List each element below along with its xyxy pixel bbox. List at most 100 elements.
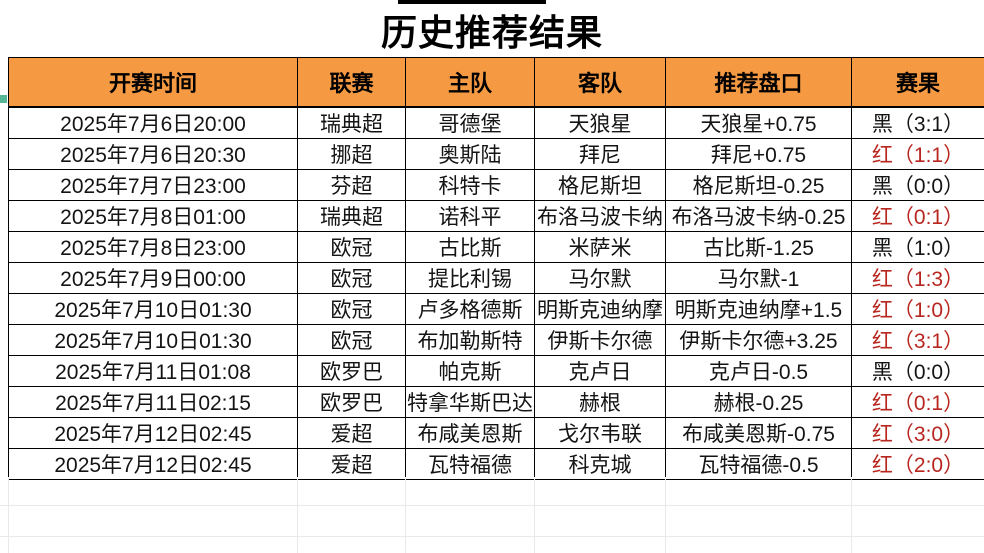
cell-league[interactable]: 瑞典超 xyxy=(297,106,406,139)
cell-league[interactable]: 欧冠 xyxy=(297,231,406,263)
cell-handicap[interactable]: 马尔默-1 xyxy=(665,262,852,294)
cell-home[interactable]: 古比斯 xyxy=(405,231,535,263)
cell-home[interactable]: 布咸美恩斯 xyxy=(405,417,535,449)
table-row: 2025年7月11日01:08 欧罗巴 帕克斯 克卢日 克卢日-0.5 黑（0:0） xyxy=(8,355,984,387)
cell-home[interactable]: 诺科平 xyxy=(405,200,535,232)
table-row: 2025年7月9日00:00 欧冠 提比利锡 马尔默 马尔默-1 红（1:3） xyxy=(8,262,984,294)
cell-result[interactable]: 红（1:0） xyxy=(851,293,984,325)
cell-home[interactable]: 奥斯陆 xyxy=(405,138,535,170)
header-cell-handicap[interactable]: 推荐盘口 xyxy=(665,57,852,108)
cell-home[interactable]: 特拿华斯巴达 xyxy=(405,386,535,418)
cell-league[interactable]: 挪超 xyxy=(297,138,406,170)
cell-home[interactable]: 提比利锡 xyxy=(405,262,535,294)
cell-league[interactable]: 瑞典超 xyxy=(297,200,406,232)
sheet-selection-marker xyxy=(0,95,7,103)
cell-away[interactable]: 戈尔韦联 xyxy=(534,417,666,449)
table-row: 2025年7月7日23:00 芬超 科特卡 格尼斯坦 格尼斯坦-0.25 黑（0:0） xyxy=(8,169,984,201)
cell-league[interactable]: 欧冠 xyxy=(297,293,406,325)
cell-away[interactable]: 赫根 xyxy=(534,386,666,418)
page-title: 历史推荐结果 xyxy=(380,12,603,53)
cell-result[interactable]: 红（2:0） xyxy=(851,448,984,480)
cell-home[interactable]: 哥德堡 xyxy=(405,106,535,139)
cell-away[interactable]: 马尔默 xyxy=(534,262,666,294)
cell-home[interactable]: 布加勒斯特 xyxy=(405,324,535,356)
cell-time[interactable]: 2025年7月11日01:08 xyxy=(8,355,298,387)
cell-away[interactable]: 米萨米 xyxy=(534,231,666,263)
cell-result[interactable]: 红（1:3） xyxy=(851,262,984,294)
cell-league[interactable]: 欧冠 xyxy=(297,262,406,294)
cell-time[interactable]: 2025年7月10日01:30 xyxy=(8,293,298,325)
cell-result[interactable]: 黑（1:0） xyxy=(851,231,984,263)
cell-time[interactable]: 2025年7月6日20:30 xyxy=(8,138,298,170)
cell-result[interactable]: 红（1:1） xyxy=(851,138,984,170)
cell-away[interactable]: 明斯克迪纳摩 xyxy=(534,293,666,325)
cell-time[interactable]: 2025年7月12日02:45 xyxy=(8,448,298,480)
cell-time[interactable]: 2025年7月8日23:00 xyxy=(8,231,298,263)
cell-result[interactable]: 红（0:1） xyxy=(851,386,984,418)
cell-handicap[interactable]: 赫根-0.25 xyxy=(665,386,852,418)
table-row: 2025年7月8日01:00 瑞典超 诺科平 布洛马波卡纳 布洛马波卡纳-0.25 红（0… xyxy=(8,200,984,232)
cell-league[interactable]: 欧罗巴 xyxy=(297,355,406,387)
cell-handicap[interactable]: 明斯克迪纳摩+1.5 xyxy=(665,293,852,325)
header-row: 开赛时间 联赛 主队 客队 推荐盘口 赛果 xyxy=(8,57,984,108)
cell-handicap[interactable]: 拜尼+0.75 xyxy=(665,138,852,170)
cell-result[interactable]: 黑（3:1） xyxy=(851,106,984,139)
cell-league[interactable]: 芬超 xyxy=(297,169,406,201)
cell-time[interactable]: 2025年7月7日23:00 xyxy=(8,169,298,201)
cell-league[interactable]: 爱超 xyxy=(297,417,406,449)
cell-league[interactable]: 爱超 xyxy=(297,448,406,480)
header-cell-league[interactable]: 联赛 xyxy=(297,57,406,108)
header-cell-result[interactable]: 赛果 xyxy=(851,57,984,108)
cell-result[interactable]: 红（3:0） xyxy=(851,417,984,449)
cell-time[interactable]: 2025年7月9日00:00 xyxy=(8,262,298,294)
cell-away[interactable]: 科克城 xyxy=(534,448,666,480)
cell-handicap[interactable]: 瓦特福德-0.5 xyxy=(665,448,852,480)
cell-time[interactable]: 2025年7月6日20:00 xyxy=(8,106,298,139)
table-row: 2025年7月6日20:00 瑞典超 哥德堡 天狼星 天狼星+0.75 黑（3:1） xyxy=(8,106,984,139)
cell-home[interactable]: 科特卡 xyxy=(405,169,535,201)
cell-away[interactable]: 布洛马波卡纳 xyxy=(534,200,666,232)
cell-away[interactable]: 拜尼 xyxy=(534,138,666,170)
cell-home[interactable]: 帕克斯 xyxy=(405,355,535,387)
gridline-vertical xyxy=(297,477,298,553)
cell-away[interactable]: 克卢日 xyxy=(534,355,666,387)
cell-away[interactable]: 天狼星 xyxy=(534,106,666,139)
clipped-top-bar xyxy=(398,0,546,4)
cell-result[interactable]: 黑（0:0） xyxy=(851,169,984,201)
cell-result[interactable]: 红（0:1） xyxy=(851,200,984,232)
header-cell-time[interactable]: 开赛时间 xyxy=(8,57,298,108)
gridline-vertical xyxy=(534,477,535,553)
cell-away[interactable]: 伊斯卡尔德 xyxy=(534,324,666,356)
cell-result[interactable]: 黑（0:0） xyxy=(851,355,984,387)
cell-time[interactable]: 2025年7月8日01:00 xyxy=(8,200,298,232)
table-row: 2025年7月10日01:30 欧冠 卢多格德斯 明斯克迪纳摩 明斯克迪纳摩+1.5 红（… xyxy=(8,293,984,325)
cell-handicap[interactable]: 布洛马波卡纳-0.25 xyxy=(665,200,852,232)
table-row: 2025年7月12日02:45 爱超 布咸美恩斯 戈尔韦联 布咸美恩斯-0.75 红（3:… xyxy=(8,417,984,449)
cell-handicap[interactable]: 格尼斯坦-0.25 xyxy=(665,169,852,201)
gridline-horizontal xyxy=(0,505,984,506)
cell-time[interactable]: 2025年7月12日02:45 xyxy=(8,417,298,449)
gridline-vertical xyxy=(665,477,666,553)
cell-handicap[interactable]: 布咸美恩斯-0.75 xyxy=(665,417,852,449)
cell-league[interactable]: 欧罗巴 xyxy=(297,386,406,418)
table-row: 2025年7月8日23:00 欧冠 古比斯 米萨米 古比斯-1.25 黑（1:0） xyxy=(8,231,984,263)
gridline-vertical xyxy=(851,477,852,553)
cell-home[interactable]: 瓦特福德 xyxy=(405,448,535,480)
cell-time[interactable]: 2025年7月11日02:15 xyxy=(8,386,298,418)
cell-away[interactable]: 格尼斯坦 xyxy=(534,169,666,201)
cell-time[interactable]: 2025年7月10日01:30 xyxy=(8,324,298,356)
gridline-horizontal xyxy=(0,536,984,537)
recommendation-history-table: 开赛时间 联赛 主队 客队 推荐盘口 赛果 2025年7月6日20:00 瑞典超哥… xyxy=(8,57,984,480)
table-row: 2025年7月6日20:30 挪超 奥斯陆 拜尼 拜尼+0.75 红（1:1） xyxy=(8,138,984,170)
gridline-vertical xyxy=(8,477,9,553)
header-cell-home[interactable]: 主队 xyxy=(405,57,535,108)
cell-handicap[interactable]: 天狼星+0.75 xyxy=(665,106,852,139)
cell-home[interactable]: 卢多格德斯 xyxy=(405,293,535,325)
cell-result[interactable]: 红（3:1） xyxy=(851,324,984,356)
cell-handicap[interactable]: 克卢日-0.5 xyxy=(665,355,852,387)
cell-handicap[interactable]: 伊斯卡尔德+3.25 xyxy=(665,324,852,356)
header-cell-away[interactable]: 客队 xyxy=(534,57,666,108)
cell-handicap[interactable]: 古比斯-1.25 xyxy=(665,231,852,263)
cell-league[interactable]: 欧冠 xyxy=(297,324,406,356)
table-row: 2025年7月11日02:15 欧罗巴 特拿华斯巴达 赫根 赫根-0.25 红（0:1） xyxy=(8,386,984,418)
